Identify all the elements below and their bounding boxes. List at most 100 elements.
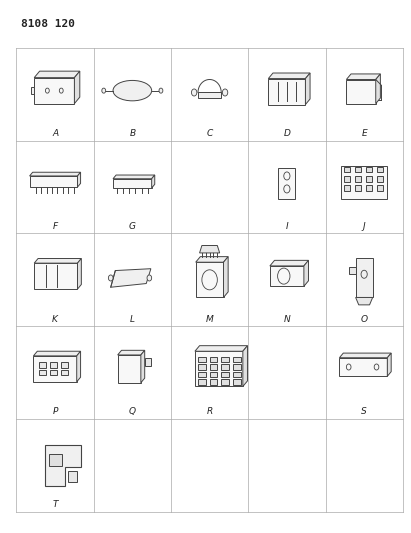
Bar: [233, 357, 240, 362]
Polygon shape: [30, 176, 78, 187]
Text: I: I: [286, 222, 288, 231]
Bar: [366, 167, 372, 172]
Polygon shape: [196, 257, 228, 262]
Text: 8108 120: 8108 120: [21, 19, 74, 29]
Polygon shape: [141, 350, 145, 383]
Polygon shape: [268, 73, 310, 78]
Polygon shape: [195, 351, 243, 386]
Bar: [233, 372, 240, 377]
Polygon shape: [356, 297, 373, 305]
Polygon shape: [341, 166, 387, 199]
Polygon shape: [34, 71, 80, 78]
Text: K: K: [52, 314, 58, 324]
Text: B: B: [129, 129, 135, 138]
Circle shape: [222, 89, 228, 96]
Polygon shape: [34, 259, 81, 263]
Polygon shape: [270, 260, 309, 266]
Bar: [50, 370, 57, 375]
Bar: [39, 370, 46, 375]
Polygon shape: [33, 356, 77, 382]
Polygon shape: [224, 257, 228, 297]
Text: L: L: [130, 314, 135, 324]
Text: M: M: [206, 314, 213, 324]
Circle shape: [147, 275, 152, 281]
Bar: [376, 167, 383, 172]
Circle shape: [109, 275, 113, 281]
Polygon shape: [356, 259, 373, 297]
Polygon shape: [78, 172, 81, 187]
Bar: [50, 362, 57, 368]
Polygon shape: [346, 74, 380, 79]
Bar: [221, 372, 229, 377]
Bar: [376, 176, 383, 182]
Bar: [210, 357, 217, 362]
Polygon shape: [243, 346, 247, 386]
Polygon shape: [270, 266, 304, 286]
Text: J: J: [363, 222, 365, 231]
Polygon shape: [118, 355, 141, 383]
Polygon shape: [278, 167, 296, 199]
Bar: [221, 364, 229, 370]
Polygon shape: [118, 350, 145, 355]
Polygon shape: [31, 87, 34, 94]
Polygon shape: [195, 346, 247, 351]
Text: P: P: [52, 407, 58, 416]
Text: Q: Q: [129, 407, 136, 416]
Polygon shape: [376, 74, 380, 103]
Polygon shape: [200, 246, 219, 253]
Polygon shape: [304, 260, 309, 286]
Text: R: R: [206, 407, 213, 416]
Bar: [344, 167, 350, 172]
Circle shape: [102, 88, 106, 93]
Bar: [355, 167, 361, 172]
Polygon shape: [152, 175, 155, 188]
Text: O: O: [360, 314, 368, 324]
Polygon shape: [339, 358, 387, 376]
Text: E: E: [361, 129, 367, 138]
Bar: [355, 176, 361, 182]
Polygon shape: [387, 353, 391, 376]
Circle shape: [159, 88, 163, 93]
Polygon shape: [305, 73, 310, 104]
Text: G: G: [129, 222, 136, 231]
Bar: [210, 364, 217, 370]
Polygon shape: [346, 79, 376, 103]
Polygon shape: [113, 179, 152, 188]
Polygon shape: [268, 78, 305, 104]
Text: C: C: [206, 129, 213, 138]
Polygon shape: [33, 351, 81, 356]
Bar: [39, 362, 46, 368]
Polygon shape: [77, 351, 81, 382]
Ellipse shape: [113, 80, 152, 101]
Text: F: F: [53, 222, 58, 231]
Bar: [198, 379, 206, 385]
Bar: [68, 471, 78, 482]
Polygon shape: [339, 353, 391, 358]
Bar: [198, 357, 206, 362]
Bar: [48, 454, 62, 466]
Bar: [366, 185, 372, 191]
Polygon shape: [74, 71, 80, 103]
Bar: [221, 357, 229, 362]
Polygon shape: [198, 93, 221, 98]
Text: N: N: [284, 314, 290, 324]
Circle shape: [192, 89, 197, 96]
Bar: [233, 379, 240, 385]
Polygon shape: [145, 358, 151, 366]
Polygon shape: [45, 445, 81, 486]
Polygon shape: [113, 175, 155, 179]
Text: A: A: [52, 129, 58, 138]
Text: S: S: [361, 407, 367, 416]
Polygon shape: [30, 172, 81, 176]
Polygon shape: [34, 78, 74, 103]
Bar: [210, 379, 217, 385]
Polygon shape: [78, 259, 81, 289]
Bar: [210, 372, 217, 377]
Bar: [344, 185, 350, 191]
Text: D: D: [284, 129, 290, 138]
Polygon shape: [111, 269, 151, 287]
Bar: [344, 176, 350, 182]
Bar: [198, 372, 206, 377]
Bar: [198, 364, 206, 370]
Bar: [355, 185, 361, 191]
